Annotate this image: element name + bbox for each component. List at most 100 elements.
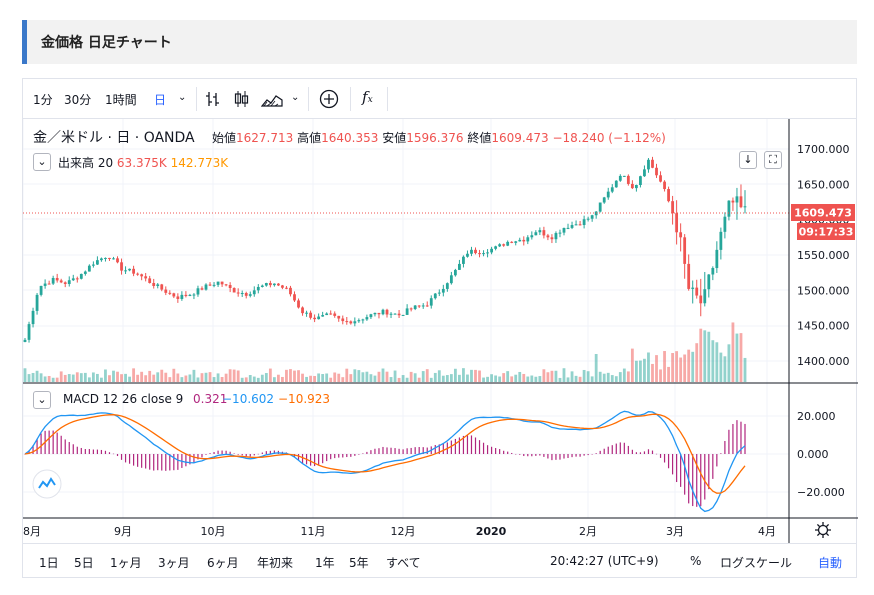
candle-body: [63, 282, 67, 284]
range-1d[interactable]: 1日: [39, 556, 59, 570]
volume-bar: [522, 373, 526, 382]
candle-body: [208, 284, 212, 286]
percent-toggle[interactable]: %: [690, 554, 702, 568]
candle-body: [494, 246, 498, 249]
candle-body: [67, 280, 71, 284]
volume-bar: [743, 357, 747, 382]
volume-bar: [43, 376, 47, 382]
volume-bar: [112, 370, 115, 382]
range-3m[interactable]: 3ヶ月: [158, 556, 190, 570]
gear-icon[interactable]: [815, 522, 831, 538]
range-5d[interactable]: 5日: [74, 556, 94, 570]
bar-style-icon[interactable]: [204, 90, 222, 108]
volume-bar: [192, 369, 196, 382]
volume-bar: [176, 373, 180, 382]
candle-body: [634, 184, 638, 189]
volume-bar: [132, 368, 136, 382]
chart-style-dropdown-icon[interactable]: ⌄: [291, 92, 300, 103]
macd-hist-bar: [104, 450, 107, 454]
candle-body: [643, 169, 646, 177]
collapse-macd-icon[interactable]: ⌄: [33, 391, 51, 409]
toolbar-divider: [387, 87, 388, 111]
scroll-down-icon[interactable]: ↓: [739, 151, 757, 169]
range-1y[interactable]: 1年: [315, 556, 335, 570]
macd-hist-bar: [48, 430, 50, 454]
candle-body: [735, 196, 739, 203]
range-1m[interactable]: 1ヶ月: [110, 556, 142, 570]
volume-bar: [337, 373, 341, 382]
macd-hist-bar: [611, 445, 613, 454]
range-6m[interactable]: 6ヶ月: [207, 556, 239, 570]
candle-body: [526, 237, 530, 242]
volume-bar: [83, 372, 87, 382]
interval-dropdown-icon[interactable]: ⌄: [178, 92, 187, 103]
candle-body: [506, 241, 510, 246]
interval-1h[interactable]: 1時間: [105, 93, 137, 107]
macd-hist-bar: [108, 452, 111, 454]
macd-hist-bar: [559, 454, 561, 460]
candle-body: [639, 176, 642, 185]
candle-style-icon[interactable]: [233, 90, 251, 108]
auto-scale-toggle[interactable]: 自動: [818, 556, 843, 570]
function-icon[interactable]: fx: [362, 88, 373, 106]
range-all[interactable]: すべて: [386, 556, 421, 570]
macd-hist-bar: [189, 454, 191, 465]
volume-bar: [618, 372, 622, 382]
range-5y[interactable]: 5年: [349, 556, 369, 570]
candle-body: [566, 227, 570, 229]
volume-bar: [248, 375, 252, 382]
volume-bar: [140, 371, 144, 382]
chart-area[interactable]: 1700.0001650.0001600.0001550.0001500.000…: [22, 119, 858, 543]
volume-bar: [534, 376, 538, 382]
macd-hist-bar: [201, 454, 203, 458]
area-style-icon[interactable]: [261, 90, 283, 108]
macd-hist-bar: [708, 454, 710, 490]
candle-body: [449, 275, 453, 284]
macd-hist-bar: [591, 454, 593, 455]
macd-hist-bar: [173, 454, 175, 471]
tradingview-logo-icon[interactable]: [32, 469, 62, 499]
candle-body: [204, 284, 208, 290]
volume-legend: 出来高 20 63.375K 142.773K: [58, 154, 228, 171]
volume-bar: [542, 369, 546, 382]
candle-body: [562, 227, 566, 233]
volume-bar: [735, 333, 739, 382]
candle-body: [486, 252, 489, 254]
range-ytd[interactable]: 年初来: [257, 556, 294, 570]
candle-body: [59, 280, 63, 283]
price-axis-label: 1650.000: [797, 178, 850, 191]
close-label: 終値: [467, 131, 492, 145]
log-scale-toggle[interactable]: ログスケール: [720, 556, 793, 570]
candle-body: [574, 224, 578, 226]
fullscreen-icon[interactable]: ⛶: [764, 151, 782, 169]
add-indicator-icon[interactable]: [319, 89, 339, 109]
time-axis-label: 9月: [114, 525, 132, 538]
macd-hist-bar: [374, 448, 376, 454]
candle-body: [622, 175, 626, 177]
interval-1m[interactable]: 1分: [33, 93, 53, 107]
price-axis-label: 1500.000: [797, 284, 850, 297]
interval-1d[interactable]: 日: [154, 93, 167, 107]
candle-body: [711, 268, 715, 275]
candle-body: [75, 278, 79, 280]
page-title: 金価格 日足チャート: [41, 35, 172, 51]
volume-bar: [610, 375, 614, 382]
macd-hist-bar: [684, 454, 686, 495]
macd-hist-bar: [575, 454, 577, 457]
volume-bar: [626, 371, 630, 382]
collapse-volume-icon[interactable]: ⌄: [33, 153, 51, 171]
candle-body: [458, 263, 461, 270]
volume-bar: [598, 371, 602, 382]
toolbar-divider: [350, 87, 351, 111]
candle-body: [333, 313, 337, 316]
volume-bar: [429, 377, 433, 382]
volume-bar: [550, 370, 554, 382]
macd-hist-bar: [390, 447, 392, 454]
candle-body: [462, 256, 465, 264]
volume-bar: [128, 376, 131, 382]
interval-30m[interactable]: 30分: [64, 93, 92, 107]
candle-body: [285, 287, 288, 289]
volume-bar: [401, 375, 405, 382]
macd-hist-bar: [358, 454, 360, 455]
volume-bar: [691, 351, 695, 382]
